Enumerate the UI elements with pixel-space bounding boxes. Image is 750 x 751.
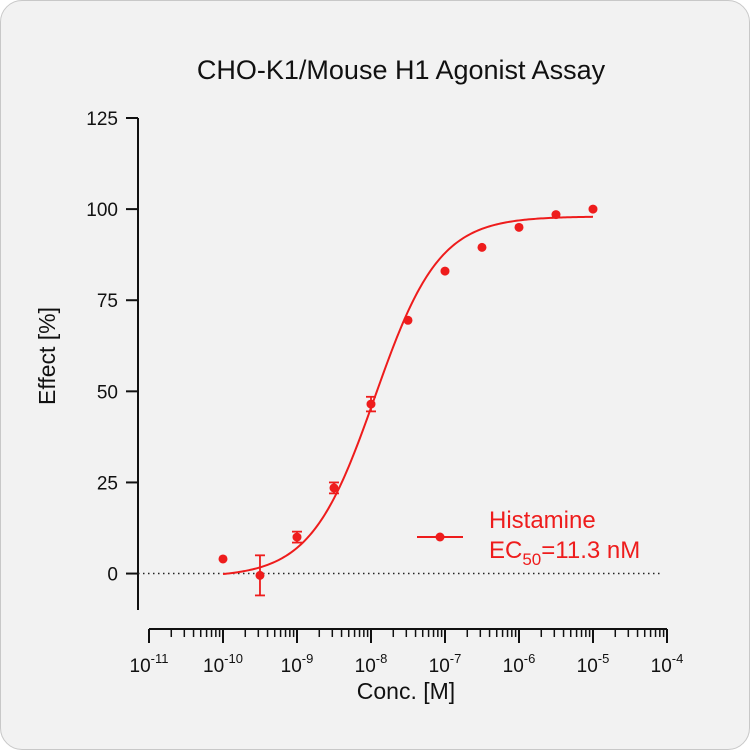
y-tick-label: 125 <box>86 109 118 130</box>
x-tick-label: 10-5 <box>577 651 610 677</box>
y-axis: 0 25 50 75 100 125 <box>86 109 139 610</box>
legend: Histamine EC50=11.3 nM <box>417 507 640 569</box>
y-axis-label: Effect [%] <box>34 307 60 405</box>
x-tick-base: 10 <box>130 656 151 677</box>
x-tick-label: 10-8 <box>355 651 388 677</box>
x-tick-exponent: -6 <box>524 651 536 666</box>
legend-ec50-value: =11.3 nM <box>541 537 640 564</box>
x-tick-exponent: -9 <box>302 651 314 666</box>
data-point <box>366 399 376 409</box>
x-tick-label: 10-9 <box>281 651 314 677</box>
data-point <box>403 315 413 325</box>
x-tick-label: 10-6 <box>503 651 536 677</box>
data-point <box>292 532 302 542</box>
data-point <box>477 242 487 252</box>
x-tick-base: 10 <box>281 656 302 677</box>
y-tick-label: 50 <box>97 382 118 403</box>
x-tick-label: 10-11 <box>130 651 169 677</box>
x-tick-exponent: -5 <box>598 651 610 666</box>
legend-label: Histamine <box>489 507 596 534</box>
x-tick-label: 10-7 <box>429 651 462 677</box>
x-tick-base: 10 <box>355 656 376 677</box>
legend-ec50-prefix: EC <box>489 537 522 564</box>
y-tick-label: 100 <box>86 200 118 221</box>
x-tick-exponent: -11 <box>151 651 169 666</box>
data-point <box>255 570 265 580</box>
x-tick-exponent: -4 <box>672 651 684 666</box>
data-point <box>551 210 561 220</box>
y-tick-label: 0 <box>107 565 118 586</box>
x-tick-label: 10-10 <box>203 651 243 677</box>
legend-ec50: EC50=11.3 nM <box>489 537 640 569</box>
x-tick-base: 10 <box>429 656 450 677</box>
y-tick-label: 25 <box>97 473 118 494</box>
x-tick-label: 10-4 <box>651 651 684 677</box>
plot-area <box>138 204 663 597</box>
data-point <box>588 204 598 214</box>
legend-marker <box>435 532 445 542</box>
fit-curve-histamine <box>222 215 594 576</box>
data-point <box>329 483 339 493</box>
x-tick-base: 10 <box>651 656 672 677</box>
chart-title: CHO-K1/Mouse H1 Agonist Assay <box>197 55 606 85</box>
x-tick-exponent: -10 <box>224 651 243 666</box>
x-tick-exponent: -7 <box>450 651 462 666</box>
y-tick-label: 75 <box>97 291 118 312</box>
data-point <box>514 222 524 232</box>
x-tick-base: 10 <box>503 656 524 677</box>
x-axis: 10-11 10-10 10-9 10-8 10-7 10-6 10-5 10-4 <box>130 628 684 677</box>
legend-ec50-subscript: 50 <box>522 550 541 569</box>
x-tick-base: 10 <box>577 656 598 677</box>
x-tick-exponent: -8 <box>376 651 388 666</box>
x-tick-base: 10 <box>203 656 224 677</box>
data-point <box>218 554 228 564</box>
x-axis-label: Conc. [M] <box>357 678 455 704</box>
data-point <box>440 266 450 276</box>
